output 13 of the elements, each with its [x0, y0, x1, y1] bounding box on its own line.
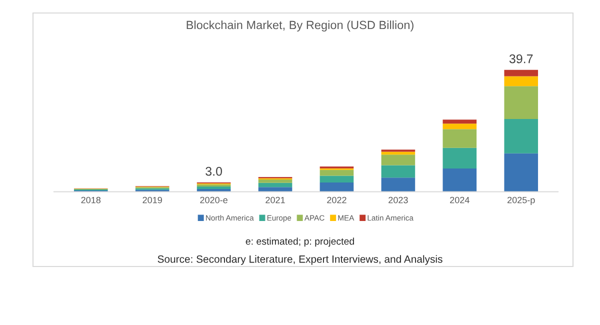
x-tick-label: 2018: [81, 196, 101, 204]
x-tick-label: 2024: [450, 196, 470, 204]
annotation: 3.0: [206, 166, 222, 176]
annotation: 39.7: [509, 54, 533, 64]
x-tick-label: 2019: [142, 196, 162, 204]
x-tick-label: 2022: [327, 196, 346, 204]
x-tick-label: 2025-p: [508, 196, 535, 206]
chart-title: Blockchain Market, By Region (USD Billion): [186, 20, 414, 32]
text: e: estimated; p: projected: [246, 238, 354, 247]
x-tick-label: 2021: [266, 196, 285, 204]
x-tick-label: 2020-e: [200, 196, 228, 204]
source-note: Source: Secondary Literature, Expert Interviews, and Analysis: [158, 255, 442, 265]
x-tick-label: 2023: [388, 196, 408, 204]
